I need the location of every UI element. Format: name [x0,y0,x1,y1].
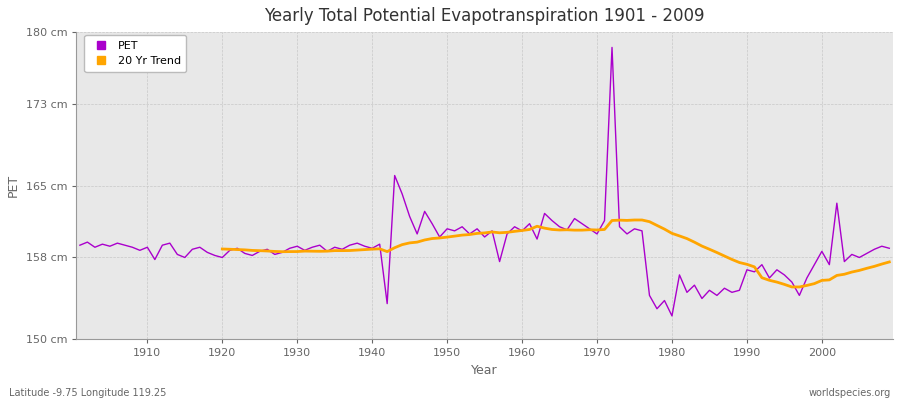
Text: worldspecies.org: worldspecies.org [809,388,891,398]
Legend: PET, 20 Yr Trend: PET, 20 Yr Trend [85,35,186,72]
Y-axis label: PET: PET [7,174,20,197]
Title: Yearly Total Potential Evapotranspiration 1901 - 2009: Yearly Total Potential Evapotranspiratio… [265,7,705,25]
Text: Latitude -9.75 Longitude 119.25: Latitude -9.75 Longitude 119.25 [9,388,166,398]
X-axis label: Year: Year [472,364,498,377]
